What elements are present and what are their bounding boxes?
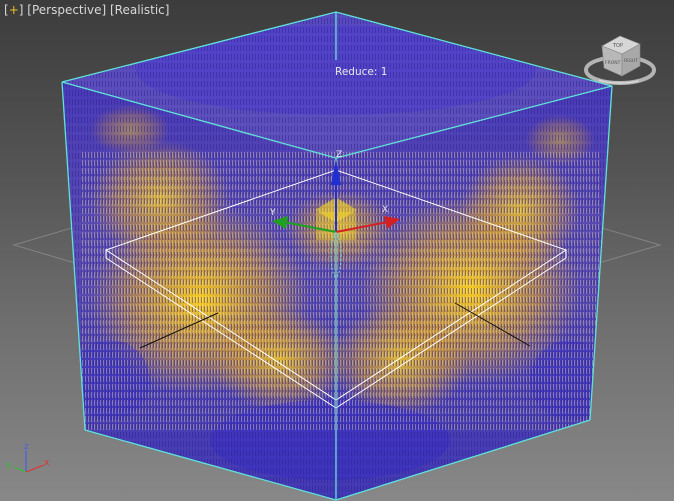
bounding-box bbox=[61, 11, 613, 501]
bracket-open: [ bbox=[4, 3, 9, 17]
gizmo-y-label: Y bbox=[269, 208, 276, 218]
bracket-close: ] bbox=[18, 3, 24, 17]
triad-x-label: x bbox=[44, 458, 50, 468]
local-axes bbox=[139, 302, 531, 349]
bracket-close: ] bbox=[164, 3, 170, 17]
world-axis-triad-icon: z x y bbox=[6, 442, 50, 473]
gizmo-z-label: Z bbox=[336, 150, 342, 160]
viewcube-icon[interactable]: TOP FRONT RIGHT bbox=[582, 30, 662, 96]
viewcube-front-label: FRONT bbox=[605, 60, 621, 66]
point-of-view-menu[interactable]: Perspective bbox=[31, 3, 102, 17]
bracket-close: ] bbox=[101, 3, 107, 17]
gizmo-z-arrow[interactable] bbox=[331, 160, 341, 185]
viewcube-right-face[interactable] bbox=[621, 43, 641, 77]
selection-box bbox=[104, 169, 568, 409]
viewport-label-menu: [+] [Perspective] [Realistic] bbox=[4, 3, 169, 17]
triad-y-label: y bbox=[6, 460, 12, 470]
gizmo-y-arrow[interactable] bbox=[272, 216, 288, 229]
shading-menu[interactable]: Realistic bbox=[114, 3, 165, 17]
reduce-readout: Reduce: 1 bbox=[335, 66, 388, 78]
viewcube-right-label: RIGHT bbox=[624, 58, 638, 64]
general-menu-button[interactable]: + bbox=[8, 3, 19, 17]
viewcube-top-label: TOP bbox=[612, 43, 623, 49]
move-gizmo[interactable]: Z X Y bbox=[269, 150, 400, 290]
bracket-open: [ bbox=[109, 3, 115, 17]
gizmo-x-arrow[interactable] bbox=[384, 216, 400, 229]
gizmo-x-label: X bbox=[382, 205, 388, 215]
triad-z-label: z bbox=[24, 442, 29, 452]
bracket-open: [ bbox=[27, 3, 32, 17]
